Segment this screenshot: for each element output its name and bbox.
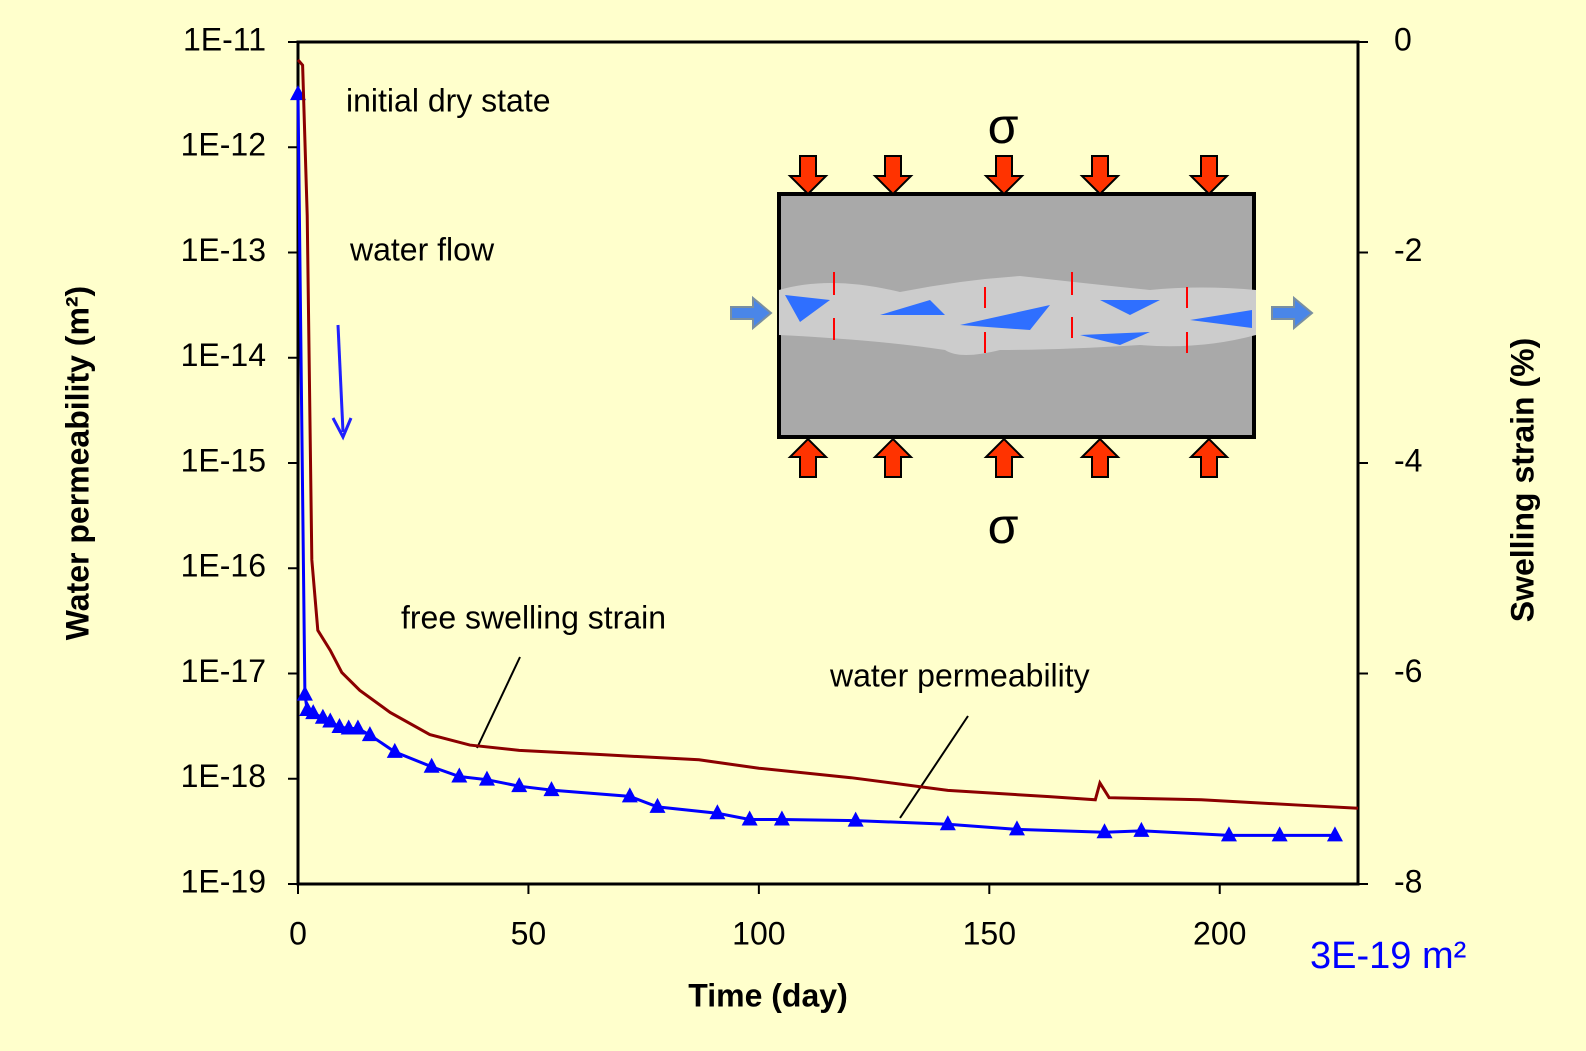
marker — [621, 787, 638, 803]
marker — [511, 777, 528, 793]
flow-arrow-head — [331, 417, 353, 441]
y-tick-label: 1E-12 — [181, 127, 266, 163]
marker — [361, 726, 378, 742]
annotation: 3E-19 m² — [1310, 935, 1466, 977]
y2-tick-label: 0 — [1394, 21, 1412, 57]
x-tick-label: 150 — [963, 915, 1016, 951]
marker — [709, 804, 726, 820]
series-line — [296, 58, 1359, 810]
y-tick-label: 1E-18 — [181, 758, 266, 794]
y2-tick-label: -4 — [1394, 442, 1422, 478]
stress-arrows — [787, 155, 1230, 478]
series-label: water permeability — [829, 657, 1090, 693]
inset-diagram — [730, 155, 1314, 478]
crack-arrows — [833, 272, 1188, 353]
y2-tick-label: -8 — [1394, 863, 1422, 899]
marker — [1096, 823, 1113, 839]
marker — [1133, 821, 1150, 837]
y-tick-label: 1E-11 — [183, 21, 266, 57]
marker — [773, 810, 790, 826]
marker — [847, 811, 864, 827]
y-tick-label: 1E-16 — [181, 548, 266, 584]
y-tick-label: 1E-15 — [181, 442, 266, 478]
water-path — [785, 295, 1252, 345]
pointer — [476, 656, 521, 749]
annotation: water flow — [349, 231, 495, 267]
marker — [386, 742, 403, 758]
y-tick-label: 1E-19 — [181, 863, 266, 899]
marker — [349, 719, 366, 735]
annotation: σ — [988, 498, 1019, 554]
marker — [290, 85, 306, 101]
marker — [478, 770, 495, 786]
marker — [1271, 826, 1288, 842]
series-label: free swelling strain — [401, 599, 666, 635]
annotation: initial dry state — [346, 82, 551, 118]
annotation: σ — [988, 98, 1019, 154]
marker — [543, 781, 560, 797]
x-tick-label: 50 — [511, 915, 547, 951]
x-tick-label: 100 — [732, 915, 785, 951]
y-tick-label: 1E-14 — [181, 337, 266, 373]
y2-tick-label: -6 — [1394, 653, 1422, 689]
marker — [305, 704, 322, 720]
marker — [451, 767, 468, 783]
x-tick-label: 0 — [289, 915, 307, 951]
flow-arrows — [730, 295, 1314, 331]
marker — [423, 757, 440, 773]
y-axis-label: Water permeability (m²) — [59, 286, 95, 640]
y2-axis-label: Swelling strain (%) — [1504, 338, 1540, 622]
y2-tick-label: -2 — [1394, 232, 1422, 268]
marker — [322, 712, 339, 728]
x-axis-label: Time (day) — [688, 977, 847, 1013]
pointer — [899, 715, 969, 819]
x-tick-label: 200 — [1193, 915, 1246, 951]
marker — [741, 810, 758, 826]
marker — [296, 685, 313, 701]
marker — [1326, 826, 1343, 842]
marker — [939, 815, 956, 831]
marker — [331, 718, 348, 734]
y-tick-label: 1E-13 — [181, 232, 266, 268]
marker — [1220, 826, 1237, 842]
y-tick-label: 1E-17 — [181, 653, 266, 689]
marker — [1008, 820, 1025, 836]
flow-arrow — [336, 324, 345, 433]
marker — [649, 797, 666, 813]
plot-area — [296, 40, 1360, 886]
